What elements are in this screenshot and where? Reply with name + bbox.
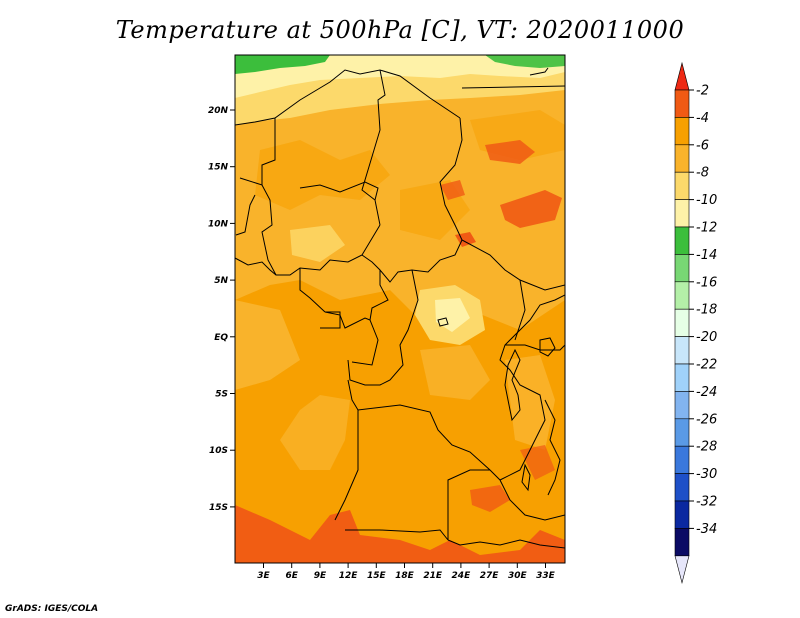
colorbar-label: -10 xyxy=(696,193,717,208)
longitude-axis: 3E 6E 9E 12E 15E 18E 21E 24E 27E 30E 33E xyxy=(257,563,556,581)
lakes xyxy=(437,317,556,492)
colorbar-label: -26 xyxy=(696,412,717,427)
lon-label: 21E xyxy=(423,571,443,581)
lat-label: 5N xyxy=(214,276,228,286)
colorbar-swatch xyxy=(674,171,690,200)
colorbar-label: -28 xyxy=(696,440,717,455)
colorbar-swatch xyxy=(674,528,690,557)
colorbar-top-arrow xyxy=(674,61,690,91)
colorbar-label: -6 xyxy=(696,138,709,153)
colorbar-label: -14 xyxy=(696,248,717,263)
colorbar-label: -8 xyxy=(696,166,709,181)
colorbar-label: -4 xyxy=(696,111,709,126)
lon-label: 9E xyxy=(314,571,327,581)
lat-label: 15N xyxy=(208,163,229,173)
colorbar-swatch xyxy=(674,445,690,474)
lon-label: 6E xyxy=(285,571,298,581)
colorbar-swatch xyxy=(674,199,690,228)
lat-label: 10N xyxy=(208,219,229,229)
temperature-field xyxy=(235,55,565,563)
lat-label: 10S xyxy=(209,446,228,456)
lon-label: 3E xyxy=(257,571,270,581)
colorbar-label: -16 xyxy=(696,275,717,290)
colorbar-label: -20 xyxy=(696,330,717,345)
grads-credit: GrADS: IGES/COLA xyxy=(5,604,99,614)
lon-label: 18E xyxy=(395,571,415,581)
country-borders xyxy=(235,67,565,549)
colorbar-swatch xyxy=(674,500,690,529)
colorbar-swatch xyxy=(674,473,690,502)
colorbar-swatch xyxy=(674,89,690,118)
colorbar-bottom-arrow xyxy=(674,555,690,584)
lon-label: 12E xyxy=(339,571,359,581)
map-frame xyxy=(234,54,566,564)
colorbar-swatch xyxy=(674,144,690,173)
colorbar-swatch xyxy=(674,308,690,337)
colorbar-swatch xyxy=(674,226,690,255)
colorbar-label: -22 xyxy=(696,358,717,373)
colorbar-swatch xyxy=(674,254,690,283)
lat-label: EQ xyxy=(214,333,228,343)
lat-label: 15S xyxy=(209,503,228,513)
lon-label: 24E xyxy=(452,571,472,581)
lat-label: 5S xyxy=(215,390,228,400)
colorbar-label: -24 xyxy=(696,385,717,400)
colorbar-swatch xyxy=(674,391,690,420)
colorbar-swatch xyxy=(674,117,690,146)
lon-label: 30E xyxy=(508,571,528,581)
colorbar-label: -32 xyxy=(696,495,717,510)
colorbar: -2 -4 -6 -8 -10 -12 -14 -16 -18 -20 -22 -24 -26 -28 -3… xyxy=(674,61,717,584)
colorbar-swatch xyxy=(674,336,690,365)
lon-label: 27E xyxy=(480,571,500,581)
lat-label: 20N xyxy=(208,106,229,116)
colorbar-label: -12 xyxy=(696,221,717,236)
colorbar-swatch xyxy=(674,418,690,447)
colorbar-swatch xyxy=(674,281,690,310)
map-title: Temperature at 500hPa [C], VT: 202001100… xyxy=(115,16,685,44)
colorbar-label: -30 xyxy=(696,467,717,482)
colorbar-label: -34 xyxy=(696,522,717,537)
colorbar-label: -2 xyxy=(696,84,709,99)
colorbar-swatch xyxy=(674,363,690,392)
lon-label: 15E xyxy=(367,571,387,581)
latitude-axis: 20N 15N 10N 5N EQ 5S 10S 15S xyxy=(208,106,235,513)
colorbar-label: -18 xyxy=(696,303,717,318)
lon-label: 33E xyxy=(536,571,556,581)
